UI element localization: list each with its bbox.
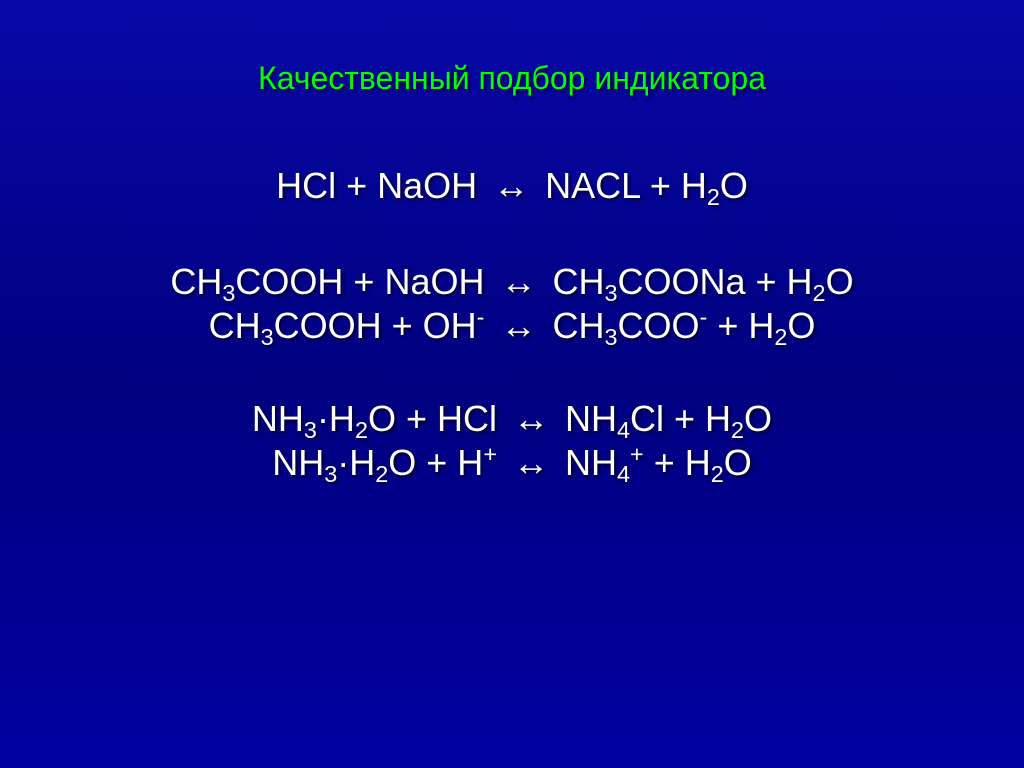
equation-block-2: CH3COOH + NaOH ↔ CH3COONa + H2O CH3COOH … <box>0 263 1024 345</box>
equation-block-3: NH3·H2O + HCl ↔ NH4Cl + H2O NH3·H2O + H+… <box>0 400 1024 482</box>
equation-line: CH3COOH + OH- ↔ CH3COO- + H2O <box>0 307 1024 345</box>
equation-block-1: HCl + NaOH ↔ NACL + H2O <box>0 167 1024 205</box>
slide: Качественный подбор индикатора HCl + NaO… <box>0 0 1024 768</box>
equation-line: NH3·H2O + H+ ↔ NH4+ + H2O <box>0 444 1024 482</box>
equation-line: CH3COOH + NaOH ↔ CH3COONa + H2O <box>0 263 1024 301</box>
equation-line: HCl + NaOH ↔ NACL + H2O <box>0 167 1024 205</box>
equation-line: NH3·H2O + HCl ↔ NH4Cl + H2O <box>0 400 1024 438</box>
slide-title: Качественный подбор индикатора <box>0 60 1024 97</box>
